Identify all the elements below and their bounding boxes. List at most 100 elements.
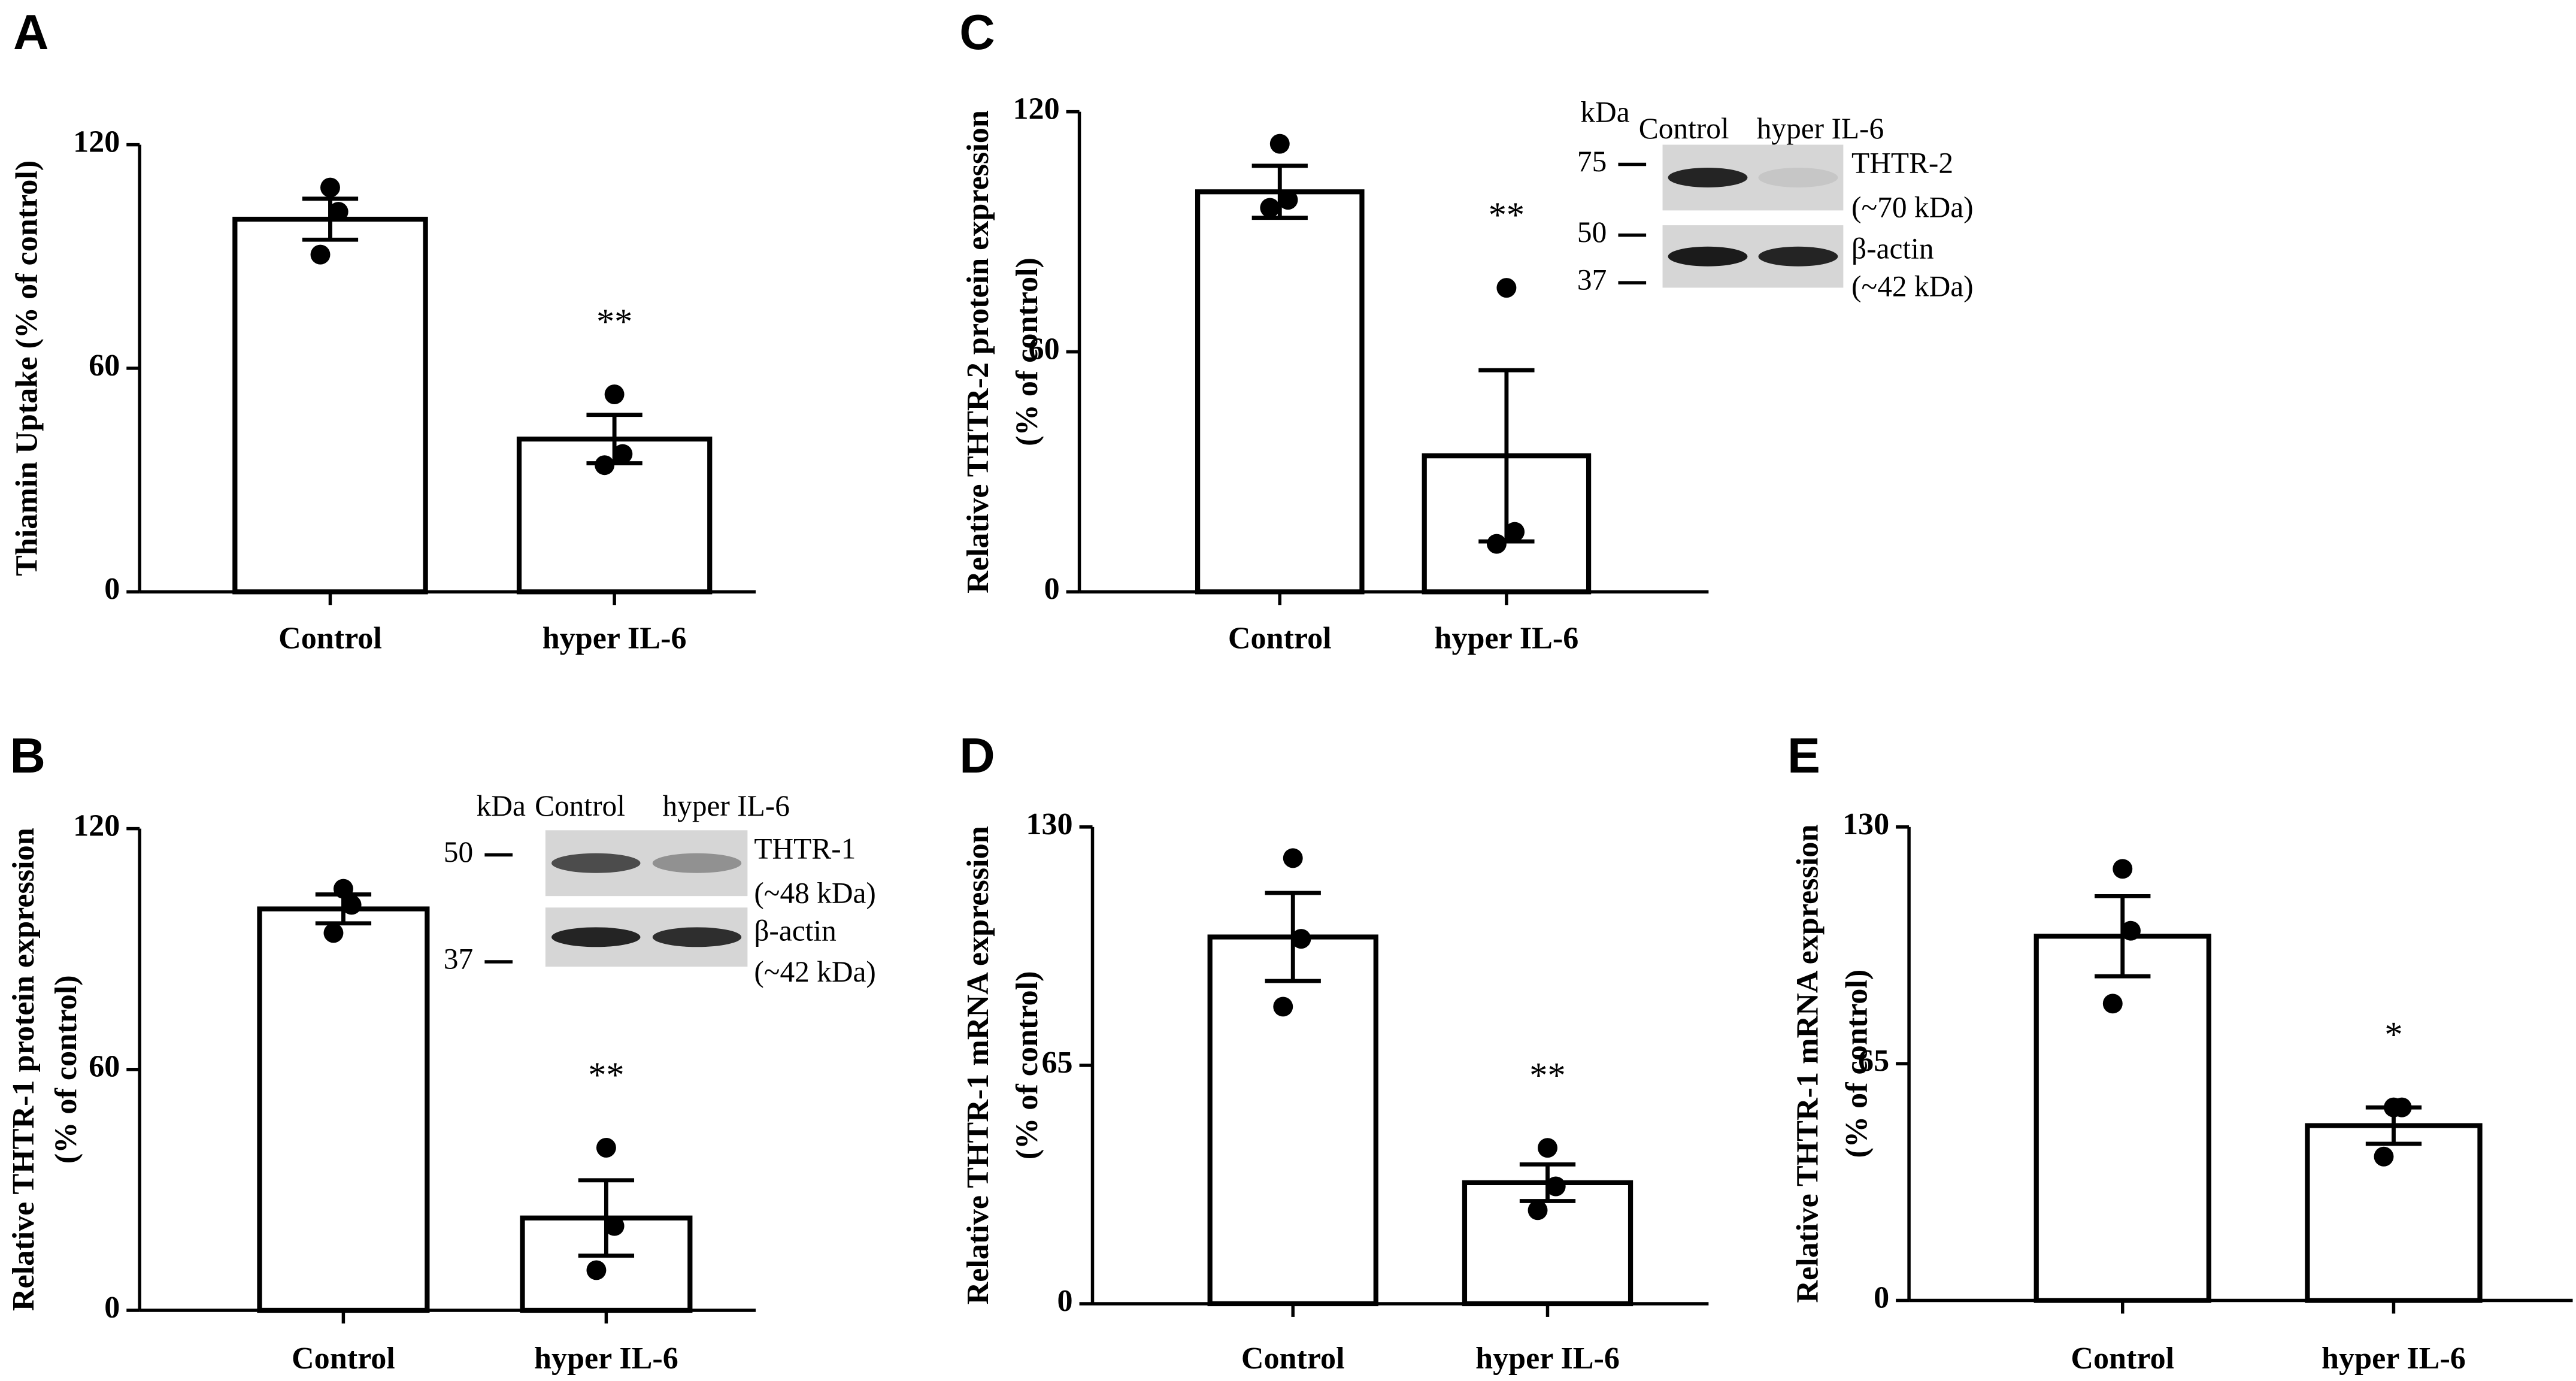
data-point xyxy=(586,1260,607,1280)
blot-band xyxy=(1758,246,1838,266)
data-point xyxy=(1486,534,1507,554)
bar xyxy=(2305,1123,2483,1303)
significance: ** xyxy=(1489,195,1525,235)
y-tick-label: 0 xyxy=(104,572,120,606)
y-tick-label: 60 xyxy=(1029,332,1060,366)
x-tick-label: Control xyxy=(2071,1341,2174,1376)
x-tick-label: hyper IL-6 xyxy=(1434,622,1578,656)
y-axis-label: Relative THTR-1 mRNA expression xyxy=(1790,825,1825,1303)
blot-band xyxy=(1668,168,1748,187)
blot-band xyxy=(551,927,641,947)
data-point xyxy=(1528,1200,1548,1221)
marker-label: 75 xyxy=(1577,145,1607,178)
y-tick-label: 130 xyxy=(1842,807,1889,841)
panel: E Relative THTR-1 mRNA expression (% of co… xyxy=(1787,728,2573,1376)
data-point xyxy=(2392,1097,2412,1117)
y-tick-label: 120 xyxy=(73,809,120,843)
y-tick-label: 130 xyxy=(1026,807,1072,841)
panel: A Thiamin Uptake (% of control) 0 60 120 Cont… xyxy=(10,5,756,656)
band-name: β-actin xyxy=(1851,232,1933,265)
y-axis-label: Relative THTR-2 protein expression xyxy=(961,110,995,593)
data-point xyxy=(1260,198,1280,218)
data-point xyxy=(1496,278,1517,298)
band-name: THTR-2 xyxy=(1851,147,1953,180)
data-point xyxy=(1269,134,1290,154)
y-tick-label: 60 xyxy=(89,349,120,383)
x-tick-label: Control xyxy=(1241,1341,1345,1376)
marker-label: 37 xyxy=(444,942,473,975)
y-axis-label: (% of control) xyxy=(1010,971,1044,1160)
band-size: (~70 kDa) xyxy=(1851,191,1974,224)
blot-band xyxy=(652,853,742,873)
y-tick-label: 0 xyxy=(1044,572,1060,606)
blot-band xyxy=(1668,246,1748,266)
panel: B Relative THTR-1 protein expression (% of… xyxy=(7,728,876,1376)
x-tick-label: Control xyxy=(292,1341,395,1376)
data-point xyxy=(2121,920,2141,941)
blot-band xyxy=(652,927,742,947)
data-point xyxy=(604,384,625,404)
kda-label: kDa xyxy=(477,789,526,822)
y-axis-label: Relative THTR-1 mRNA expression xyxy=(961,826,995,1304)
bar xyxy=(1195,189,1365,595)
data-point xyxy=(1545,1176,1566,1197)
band-size: (~42 kDa) xyxy=(754,955,876,988)
western-blot: kDa Control hyper IL-6 75 50 37 THTR-2 (~70 kDa… xyxy=(1577,95,1974,302)
panel-letter: B xyxy=(10,728,45,783)
panel: C Relative THTR-2 protein expression (% of… xyxy=(959,5,1973,655)
panel-letter: C xyxy=(959,5,995,60)
blot-band xyxy=(551,853,641,873)
lane-label: Control xyxy=(535,789,625,822)
band-name: THTR-1 xyxy=(754,832,856,865)
band-name: β-actin xyxy=(754,914,836,947)
x-tick-label: hyper IL-6 xyxy=(2322,1341,2466,1376)
y-tick-label: 0 xyxy=(104,1291,120,1325)
data-point xyxy=(1505,522,1525,542)
data-point xyxy=(341,895,362,915)
panel-letter: D xyxy=(959,728,995,783)
y-tick-label: 120 xyxy=(73,125,120,159)
lane-label: Control xyxy=(1639,112,1729,145)
y-tick-label: 0 xyxy=(1874,1280,1889,1315)
y-axis-label: Relative THTR-1 protein expression xyxy=(7,828,41,1311)
y-axis-label: (% of control) xyxy=(1010,258,1044,446)
data-point xyxy=(2102,994,2123,1014)
y-tick-label: 65 xyxy=(1041,1046,1072,1080)
y-tick-label: 0 xyxy=(1057,1284,1073,1318)
error-bar xyxy=(302,196,359,242)
marker-label: 50 xyxy=(444,835,473,868)
western-blot: kDa Control hyper IL-6 50 37 THTR-1 (~48 kDa) β… xyxy=(444,789,876,988)
error-bar xyxy=(1251,163,1308,220)
data-point xyxy=(320,177,340,198)
kda-label: kDa xyxy=(1580,95,1629,128)
data-point xyxy=(310,244,331,265)
y-axis-label: Thiamin Uptake (% of control) xyxy=(10,160,44,576)
significance: ** xyxy=(588,1055,624,1095)
data-point xyxy=(604,1216,625,1236)
x-tick-label: hyper IL-6 xyxy=(1475,1341,1620,1376)
x-tick-label: hyper IL-6 xyxy=(534,1341,678,1376)
x-tick-label: hyper IL-6 xyxy=(543,622,687,656)
bar xyxy=(257,906,430,1313)
x-tick-label: Control xyxy=(278,622,382,656)
panel-letter: A xyxy=(13,5,49,60)
data-point xyxy=(1291,929,1311,949)
data-point xyxy=(328,202,348,222)
data-point xyxy=(1278,190,1298,210)
bar xyxy=(232,216,428,595)
data-point xyxy=(2374,1146,2394,1167)
error-bar xyxy=(2095,894,2151,979)
band-size: (~42 kDa) xyxy=(1851,269,1974,302)
bar xyxy=(2033,934,2211,1303)
data-point xyxy=(333,879,353,899)
data-point xyxy=(613,444,633,464)
data-point xyxy=(2113,859,2133,879)
data-point xyxy=(595,455,615,476)
band-size: (~48 kDa) xyxy=(754,876,876,909)
significance: ** xyxy=(1529,1055,1565,1095)
panel: D Relative THTR-1 mRNA expression (% of co… xyxy=(959,728,1709,1376)
marker-label: 50 xyxy=(1577,216,1607,249)
blot-band xyxy=(1758,168,1838,187)
